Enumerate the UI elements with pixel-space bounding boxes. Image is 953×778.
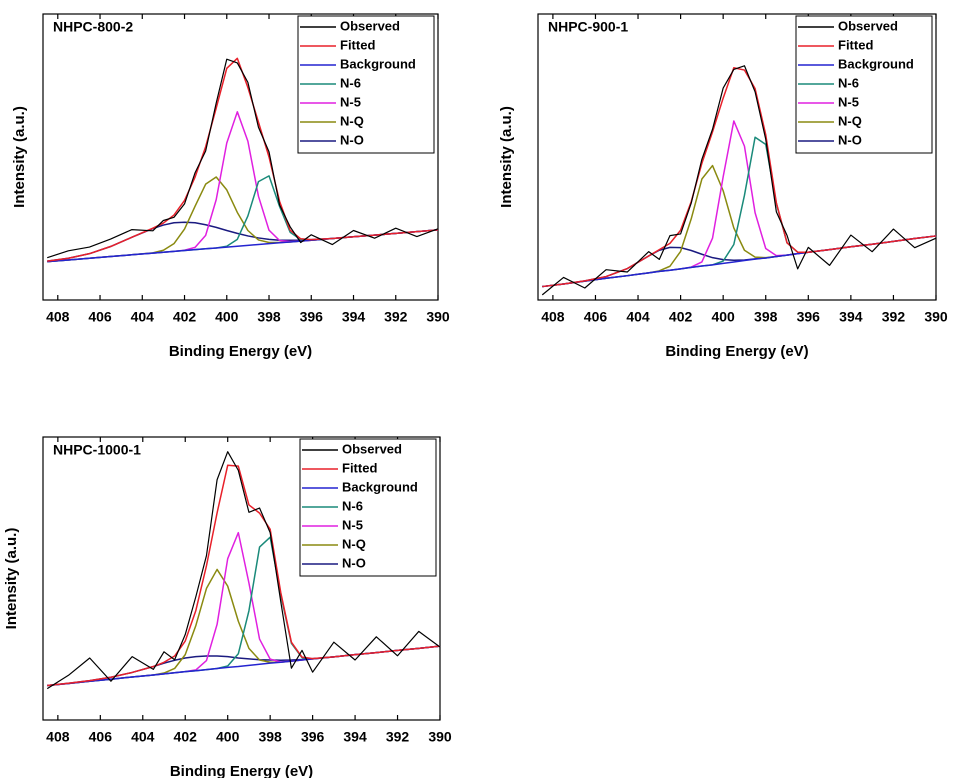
x-tick-label: 398 (754, 309, 778, 325)
legend-label: N-Q (340, 113, 364, 128)
legend-label: Observed (342, 441, 402, 456)
series-line (542, 67, 937, 288)
x-tick-label: 406 (89, 729, 113, 745)
legend-label: Background (340, 56, 416, 71)
x-tick-label: 392 (384, 309, 408, 325)
panel-title: NHPC-900-1 (548, 19, 628, 35)
x-tick-label: 396 (301, 729, 325, 745)
x-tick-label: 390 (426, 309, 450, 325)
x-tick-label: 402 (174, 729, 198, 745)
legend-label: Background (342, 479, 418, 494)
x-tick-label: 402 (173, 309, 197, 325)
legend-label: N-Q (838, 113, 862, 128)
x-tick-label: 398 (258, 729, 282, 745)
x-tick-label: 396 (797, 309, 821, 325)
legend-label: N-5 (340, 94, 361, 109)
legend-label: Fitted (838, 37, 873, 52)
legend-box (297, 15, 435, 154)
y-axis-label: Intensity (a.u.) (3, 528, 20, 630)
legend-label: Observed (838, 18, 898, 33)
legend-label: N-O (838, 132, 862, 147)
x-tick-label: 404 (626, 309, 650, 325)
x-tick-label: 408 (46, 309, 70, 325)
x-axis-label: Binding Energy (eV) (170, 763, 313, 778)
series-line (46, 451, 441, 690)
x-tick-label: 406 (88, 309, 112, 325)
x-tick-label: 390 (428, 729, 452, 745)
x-tick-label: 402 (669, 309, 693, 325)
legend-label: N-Q (342, 536, 366, 551)
x-tick-label: 404 (131, 729, 155, 745)
series-line (47, 57, 439, 262)
x-axis-label: Binding Energy (eV) (665, 343, 808, 360)
series-line (542, 136, 937, 288)
legend-label: Background (838, 56, 914, 71)
series-line (47, 464, 441, 687)
legend-label: N-5 (838, 94, 859, 109)
legend-label: N-6 (342, 498, 363, 513)
legend-label: N-5 (342, 517, 363, 532)
x-axis-label: Binding Energy (eV) (169, 343, 312, 360)
x-tick-label: 400 (711, 309, 735, 325)
panel-title: NHPC-800-2 (53, 19, 133, 35)
legend-label: Fitted (340, 37, 375, 52)
series-line (541, 65, 937, 296)
legend-label: N-O (342, 555, 366, 570)
y-axis-label: Intensity (a.u.) (498, 106, 515, 208)
plot-frame (42, 436, 441, 721)
x-tick-label: 394 (342, 309, 366, 325)
x-tick-label: 394 (343, 729, 367, 745)
x-tick-label: 392 (386, 729, 410, 745)
plot-frame (42, 13, 439, 301)
x-tick-label: 408 (46, 729, 70, 745)
legend-label: Observed (340, 18, 400, 33)
series-line (47, 176, 439, 263)
legend-label: N-6 (340, 75, 361, 90)
x-tick-label: 400 (216, 729, 240, 745)
legend-label: N-6 (838, 75, 859, 90)
x-tick-label: 394 (839, 309, 863, 325)
x-tick-label: 396 (300, 309, 324, 325)
series-line (47, 568, 441, 687)
x-tick-label: 400 (215, 309, 239, 325)
x-tick-label: 390 (924, 309, 948, 325)
x-tick-label: 398 (257, 309, 281, 325)
x-tick-label: 392 (882, 309, 906, 325)
series-line (47, 58, 439, 259)
series-line (542, 164, 937, 288)
x-tick-label: 408 (541, 309, 565, 325)
legend-label: N-O (340, 132, 364, 147)
legend-label: Fitted (342, 460, 377, 475)
plot-frame (537, 13, 937, 301)
panel-title: NHPC-1000-1 (53, 442, 141, 458)
y-axis-label: Intensity (a.u.) (11, 106, 28, 208)
x-tick-label: 404 (131, 309, 155, 325)
x-tick-label: 406 (584, 309, 608, 325)
